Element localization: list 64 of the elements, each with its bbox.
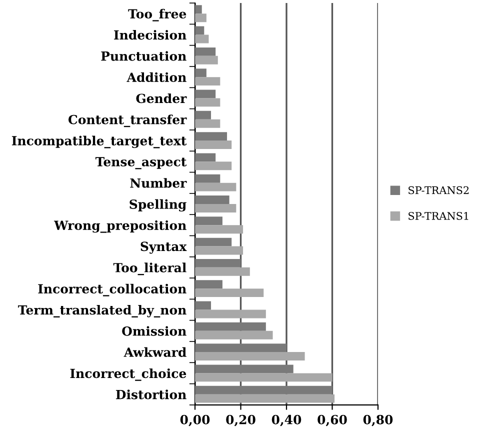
y-tick-label: Punctuation xyxy=(101,51,186,61)
bar xyxy=(195,280,222,289)
bar xyxy=(195,301,212,310)
bar xyxy=(195,386,332,394)
bar xyxy=(195,5,202,14)
x-tick-label: 0,00 xyxy=(180,414,210,426)
y-tick-label: Incorrect_choice xyxy=(70,368,186,381)
bar xyxy=(195,68,206,78)
bar xyxy=(195,225,244,234)
bar xyxy=(195,56,218,64)
bar xyxy=(195,288,264,298)
bar xyxy=(195,344,286,352)
y-tick-label: Syntax xyxy=(140,242,187,254)
bar xyxy=(195,14,206,22)
bar xyxy=(195,162,232,170)
legend-label: SP-TRANS1 xyxy=(408,212,468,220)
x-tick-label: 0,60 xyxy=(318,414,347,426)
bar xyxy=(195,238,232,246)
legend-label: SP-TRANS2 xyxy=(408,186,469,194)
x-tick-label: 0,20 xyxy=(226,414,256,426)
bar xyxy=(195,153,216,162)
bar xyxy=(195,47,216,56)
y-tick-label: Addition xyxy=(126,72,186,82)
y-tick-label: Too_literal xyxy=(113,262,186,276)
y-tick-label: Indecision xyxy=(114,30,186,40)
bar xyxy=(195,267,250,276)
bar xyxy=(195,258,241,268)
bar xyxy=(195,394,335,403)
bar xyxy=(195,140,232,149)
y-tick-label: Spelling xyxy=(130,199,186,212)
y-tick-label: Gender xyxy=(136,93,187,104)
y-tick-label: Tense_aspect xyxy=(95,157,187,170)
bar xyxy=(195,182,236,192)
y-tick-label: Wrong_preposition xyxy=(54,220,186,233)
bar xyxy=(195,98,220,107)
bar xyxy=(195,90,216,98)
y-tick-label: Awkward xyxy=(124,347,186,357)
x-tick-label: 0,40 xyxy=(272,414,302,426)
y-tick-label: Number xyxy=(130,178,187,188)
y-tick-label: Omission xyxy=(122,326,186,336)
y-tick-label: Content_transfer xyxy=(68,114,187,128)
bar xyxy=(195,204,236,212)
bar xyxy=(195,26,204,35)
bar xyxy=(195,216,222,226)
bar xyxy=(195,352,305,361)
y-tick-label: Incorrect_collocation xyxy=(38,284,186,296)
bar xyxy=(195,119,220,128)
bar xyxy=(195,246,244,255)
bar xyxy=(195,310,266,318)
bar xyxy=(195,364,294,374)
y-tick-label: Incompatible_target_text xyxy=(12,136,187,148)
bar xyxy=(195,174,220,183)
bar xyxy=(195,322,266,331)
bar xyxy=(195,110,212,120)
bar xyxy=(195,34,209,44)
bar xyxy=(195,77,220,86)
bar xyxy=(195,132,228,141)
y-tick-label: Term_translated_by_non xyxy=(18,304,186,318)
y-tick-label: Too_free xyxy=(128,8,186,22)
bar xyxy=(195,373,332,382)
x-tick-label: 0,80 xyxy=(363,414,393,426)
bar xyxy=(195,196,230,204)
bar xyxy=(195,330,273,340)
y-tick-label: Distortion xyxy=(116,390,186,400)
